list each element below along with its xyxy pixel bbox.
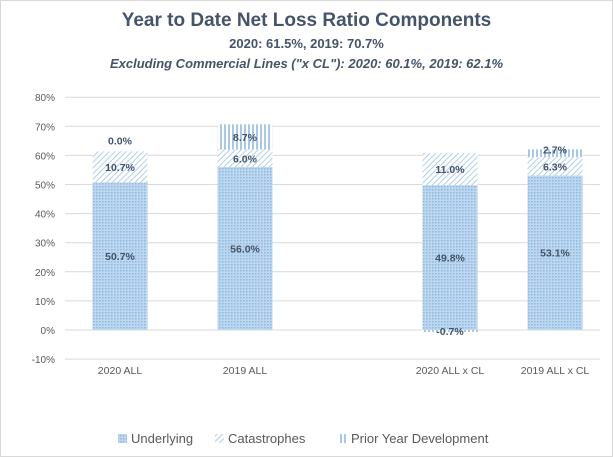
legend-swatch bbox=[338, 434, 347, 443]
chart-title: Year to Date Net Loss Ratio Components bbox=[121, 10, 492, 31]
legend-label: Underlying bbox=[131, 431, 193, 446]
bar-catastrophes bbox=[527, 157, 583, 176]
legend-swatch bbox=[118, 434, 127, 443]
bar-underlying bbox=[92, 182, 148, 330]
y-tick-label: 60% bbox=[35, 151, 55, 162]
y-tick-label: 40% bbox=[35, 210, 55, 221]
data-label: 50.7% bbox=[105, 251, 135, 263]
data-label: -0.7% bbox=[436, 326, 464, 338]
legend-label: Prior Year Development bbox=[351, 431, 489, 446]
data-label: 6.3% bbox=[543, 161, 568, 173]
data-label: 2.7% bbox=[543, 144, 568, 156]
bar-underlying bbox=[422, 185, 478, 330]
y-tick-label: 0% bbox=[41, 326, 56, 337]
y-tick-label: 10% bbox=[35, 297, 55, 308]
legend-swatch bbox=[215, 434, 224, 443]
bar-catastrophes bbox=[217, 149, 273, 168]
y-tick-label: 70% bbox=[35, 122, 55, 133]
data-label: 56.0% bbox=[230, 244, 260, 256]
x-tick-label: 2019 ALL bbox=[223, 365, 268, 377]
x-tick-label: 2019 ALL x CL bbox=[521, 365, 590, 377]
y-tick-label: 80% bbox=[35, 93, 55, 104]
chart-subtitle: 2020: 61.5%, 2019: 70.7% bbox=[229, 36, 384, 51]
data-label: 10.7% bbox=[105, 162, 135, 174]
data-label: 6.0% bbox=[233, 153, 258, 165]
bar-prior-year-development bbox=[422, 330, 478, 333]
bar-catastrophes bbox=[92, 151, 148, 183]
bar-prior-year-development bbox=[217, 124, 273, 150]
x-tick-label: 2020 ALL bbox=[98, 365, 143, 377]
legend-label: Catastrophes bbox=[228, 431, 306, 446]
bar-prior-year-development bbox=[527, 149, 583, 158]
data-label: 53.1% bbox=[540, 248, 570, 260]
x-tick-label: 2020 ALL x CL bbox=[416, 365, 485, 377]
data-label: 8.7% bbox=[233, 132, 258, 144]
data-label: 11.0% bbox=[435, 164, 465, 176]
y-tick-label: 50% bbox=[35, 181, 55, 192]
y-tick-label: 20% bbox=[35, 268, 55, 279]
bar-underlying bbox=[527, 175, 583, 330]
y-tick-label: -10% bbox=[32, 355, 55, 366]
data-label: 49.8% bbox=[435, 253, 465, 265]
data-label: 0.0% bbox=[108, 135, 133, 147]
y-tick-label: 30% bbox=[35, 239, 55, 250]
bar-underlying bbox=[217, 167, 273, 330]
bar-catastrophes bbox=[422, 153, 478, 186]
chart-subtitle-xcl: Excluding Commercial Lines ("x CL"): 202… bbox=[109, 56, 504, 71]
